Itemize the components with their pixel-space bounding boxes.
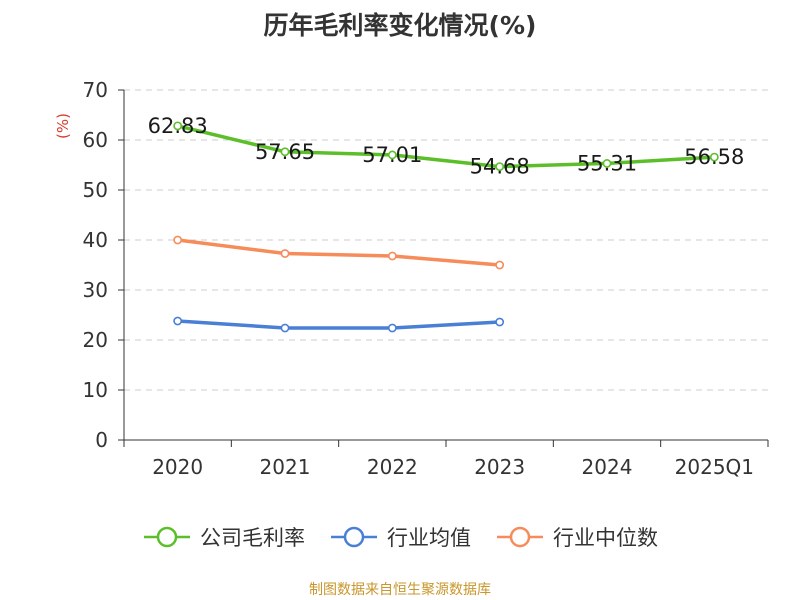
source-note: 制图数据来自恒生聚源数据库	[309, 582, 491, 598]
series-line	[177, 124, 715, 169]
legend-label: 行业均值	[387, 526, 471, 550]
data-point	[387, 251, 397, 261]
data-point	[495, 260, 505, 270]
y-tick-label: 10	[83, 378, 108, 402]
data-point	[495, 162, 505, 171]
chart-legend: 公司毛利率 行业均值 行业中位数	[0, 522, 800, 552]
x-tick-label: 2022	[367, 455, 418, 479]
data-point	[280, 147, 290, 157]
series-line	[177, 238, 500, 267]
data-point	[387, 150, 397, 160]
y-tick-label: 20	[83, 328, 108, 352]
data-point	[173, 121, 183, 131]
data-point	[709, 152, 719, 162]
data-point	[173, 316, 183, 326]
y-axis-label: (%)	[54, 113, 72, 139]
y-tick-label: 70	[83, 78, 108, 102]
x-tick-label: 2025Q1	[675, 455, 754, 479]
x-tick-label: 2024	[582, 455, 633, 479]
data-point	[280, 249, 290, 258]
data-point	[602, 159, 612, 168]
data-label: 54.68	[470, 155, 530, 179]
data-point	[495, 317, 505, 327]
legend-swatch-icon	[144, 526, 190, 548]
x-tick-label: 2021	[260, 455, 311, 479]
x-tick-label: 2020	[152, 455, 203, 479]
legend-label: 行业中位数	[553, 526, 658, 550]
y-tick-label: 40	[83, 228, 108, 252]
legend-label: 公司毛利率	[200, 526, 305, 550]
chart-title: 历年毛利率变化情况(%)	[263, 11, 537, 40]
y-tick-label: 0	[95, 428, 108, 452]
data-label: 55.31	[577, 151, 637, 175]
y-tick-label: 60	[83, 128, 108, 152]
data-point	[173, 235, 183, 245]
legend-swatch-icon	[497, 526, 543, 548]
x-tick-label: 2023	[474, 455, 525, 479]
y-tick-label: 30	[83, 278, 108, 302]
data-point	[280, 323, 290, 333]
data-label: 57.65	[255, 140, 315, 164]
data-label: 56.58	[684, 145, 744, 169]
data-label: 57.01	[362, 143, 422, 167]
series-line	[177, 319, 500, 330]
y-tick-label: 50	[83, 178, 108, 202]
data-label: 62.83	[148, 114, 208, 138]
legend-item[interactable]: 行业中位数	[495, 522, 658, 552]
legend-item[interactable]: 公司毛利率	[142, 522, 305, 552]
legend-item[interactable]: 行业均值	[329, 522, 471, 552]
legend-swatch-icon	[331, 526, 377, 548]
data-point	[387, 323, 397, 333]
